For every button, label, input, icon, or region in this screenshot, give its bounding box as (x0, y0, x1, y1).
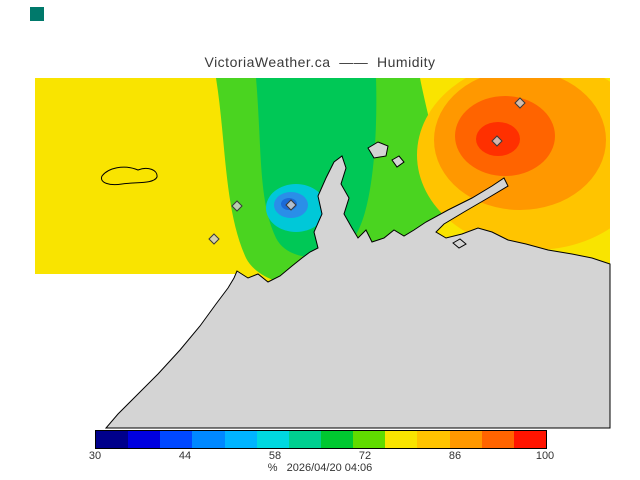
colorbar (95, 430, 547, 449)
island-outline-west (101, 166, 158, 186)
land-mass (104, 155, 611, 429)
colorbar-tick: 86 (448, 450, 462, 462)
colorbar-segment (449, 431, 482, 448)
colorbar-segment (513, 431, 546, 448)
colorbar-segment (192, 431, 225, 448)
colorbar-segment (481, 431, 514, 448)
colorbar-tick: 44 (178, 450, 192, 462)
colorbar-segment (224, 431, 257, 448)
colorbar-segment (288, 431, 321, 448)
station-marker (208, 233, 220, 245)
colorbar-segment (256, 431, 289, 448)
colorbar-segment (320, 431, 354, 448)
island-small-2 (391, 155, 405, 168)
colorbar-tick: 30 (88, 450, 102, 462)
colorbar-caption: % 2026/04/20 04:06 (267, 462, 373, 474)
colorbar-tick: 100 (535, 450, 555, 462)
colorbar-segment (160, 431, 193, 448)
island-small-3 (452, 238, 467, 249)
colorbar-segment (385, 431, 418, 448)
colorbar-segment (353, 431, 386, 448)
station-marker (491, 135, 503, 147)
station-marker (285, 199, 297, 211)
colorbar-segment (128, 431, 161, 448)
plot-title: VictoriaWeather.ca —— Humidity (204, 54, 436, 70)
colorbar-tick: 58 (268, 450, 282, 462)
colorbar-segment (417, 431, 450, 448)
colorbar-tick: 72 (358, 450, 372, 462)
colorbar-ticks: 30 44 58 72 86 100 (89, 450, 554, 463)
station-marker (514, 97, 526, 109)
island-small-1 (367, 141, 389, 159)
corner-square (30, 7, 44, 21)
colorbar-segment (96, 431, 129, 448)
station-marker (231, 200, 243, 212)
